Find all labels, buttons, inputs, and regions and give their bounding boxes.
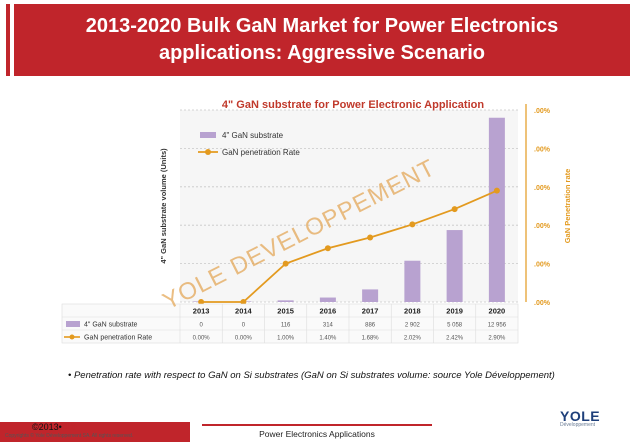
legend-bar-swatch	[200, 132, 216, 138]
footer-copyright: Copyrights © Yole Développement SA. All …	[5, 433, 134, 439]
data-table	[61, 303, 519, 344]
bar-2015	[277, 300, 294, 302]
table-substrate-value: 0	[242, 323, 246, 329]
y2-axis-label: GaN Penetration rate	[563, 169, 572, 244]
table-year-2019: 2019	[446, 307, 463, 316]
y2-tick-label: .00%	[534, 300, 551, 307]
logo-subtext: Développement	[560, 422, 596, 428]
penetration-note: • Penetration rate with respect to GaN o…	[68, 370, 555, 381]
table-year-2020: 2020	[489, 307, 506, 316]
legend-line-marker	[205, 149, 211, 155]
title-accent-bar	[6, 4, 10, 76]
table-bar-swatch	[66, 321, 80, 327]
slide-title-banner: 2013-2020 Bulk GaN Market for Power Elec…	[14, 4, 630, 76]
legend-line-label: GaN penetration Rate	[222, 148, 300, 157]
penetration-point-2015	[282, 260, 289, 267]
y2-tick-label: .00%	[534, 185, 551, 192]
y2-tick-label: .00%	[534, 223, 551, 230]
bar-2019	[446, 230, 463, 302]
footer-page-prefix: ©2013•	[32, 422, 62, 432]
penetration-point-2017	[367, 234, 374, 241]
table-substrate-value: 2 902	[405, 323, 421, 329]
table-year-2015: 2015	[277, 307, 294, 316]
slide-title-line-1: 2013-2020 Bulk GaN Market for Power Elec…	[85, 15, 559, 37]
table-substrate-value: 5 058	[447, 323, 463, 329]
table-substrate-value: 0	[199, 323, 203, 329]
footer-page-digit: 16	[64, 421, 77, 433]
table-substrate-value: 314	[323, 323, 334, 329]
table-year-2016: 2016	[320, 307, 337, 316]
table-year-2014: 2014	[235, 307, 253, 316]
table-rate-value: 0.00%	[193, 336, 211, 342]
legend-bar-label: 4" GaN substrate	[222, 131, 284, 140]
slide-title-line-2: applications: Aggressive Scenario	[158, 42, 486, 64]
penetration-point-2016	[324, 245, 331, 252]
table-substrate-value: 116	[281, 323, 291, 329]
y2-tick-label: .00%	[534, 108, 551, 115]
bar-2020	[488, 117, 505, 302]
bar-2017	[362, 289, 379, 302]
y2-tick-label: .00%	[534, 262, 551, 269]
bar-2016	[319, 297, 336, 302]
footer-page-number: ©2013• 16	[32, 421, 77, 433]
y2-tick-label: .00%	[534, 146, 551, 153]
footer-red-block	[0, 422, 190, 442]
chart-svg: .00% .00% .00% .00% .00% .00% 4" GaN substrate…	[61, 99, 572, 344]
chart-container: .00% .00% .00% .00% .00% .00% 4" GaN substrate…	[58, 88, 578, 353]
footer-section-label: Power Electronics Applications	[202, 424, 432, 442]
table-year-2017: 2017	[362, 307, 379, 316]
penetration-point-2019	[451, 206, 458, 213]
penetration-point-2020	[493, 187, 500, 194]
table-rate-value: 1.40%	[319, 336, 337, 342]
table-substrate-value: 12 956	[488, 323, 507, 329]
table-rate-value: 2.42%	[446, 336, 464, 342]
table-year-2018: 2018	[404, 307, 421, 316]
penetration-point-2014	[240, 299, 247, 305]
chart-title: 4" GaN substrate for Power Electronic Ap…	[222, 99, 484, 111]
logo-text: YOLE	[560, 408, 601, 424]
penetration-point-2018	[409, 221, 416, 228]
y-axis-label: 4" GaN substrate volume (Units)	[159, 148, 168, 264]
table-rate-value: 1.68%	[362, 336, 380, 342]
table-rate-value: 2.90%	[488, 336, 506, 342]
table-line-marker	[69, 334, 75, 340]
table-rate-value: 2.02%	[404, 336, 422, 342]
bar-2018	[404, 260, 421, 302]
table-substrate-value: 886	[365, 323, 376, 329]
table-rate-value: 0.00%	[235, 336, 253, 342]
penetration-point-2013	[198, 299, 205, 305]
table-row-label-rate: GaN penetration Rate	[84, 335, 152, 342]
table-row-label-substrate: 4" GaN substrate	[84, 322, 138, 329]
yole-logo: YOLE Développement	[560, 408, 632, 440]
table-year-2013: 2013	[193, 307, 210, 316]
table-rate-value: 1.00%	[277, 336, 295, 342]
penetration-rate-line	[201, 189, 498, 303]
